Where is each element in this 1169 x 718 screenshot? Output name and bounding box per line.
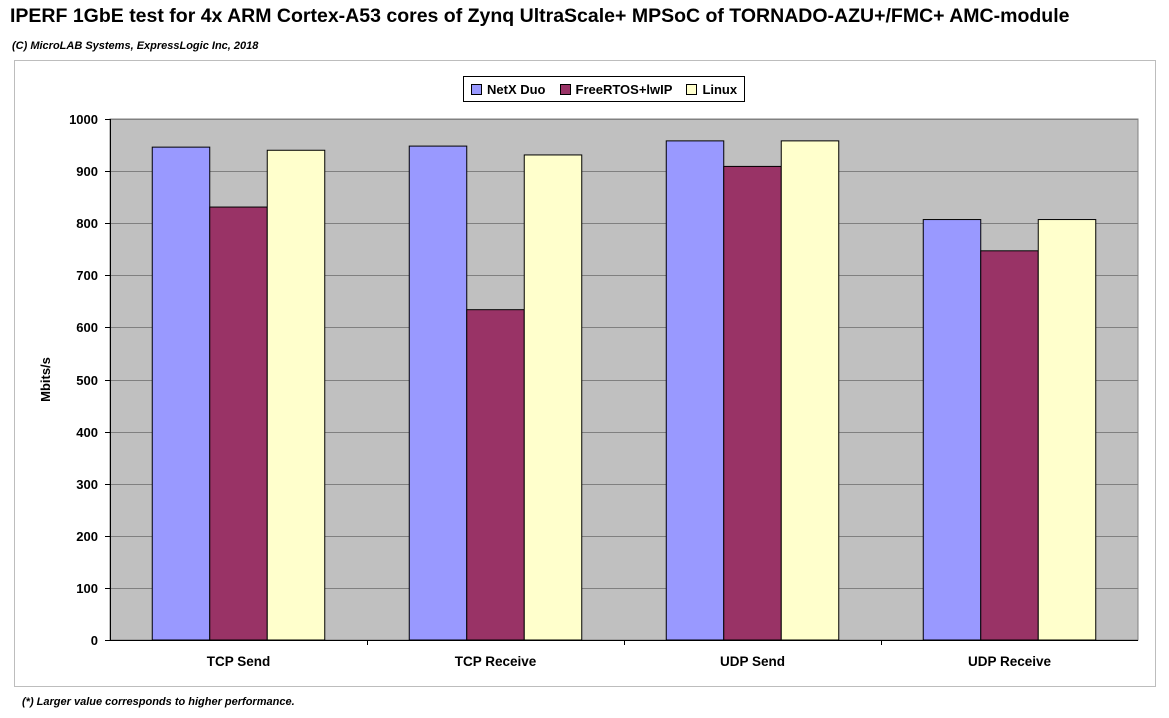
bar-freertos-lwip-tcp-receive — [466, 309, 525, 641]
x-tick-label: UDP Send — [720, 654, 785, 669]
legend-item-freertos-lwip: FreeRTOS+lwIP — [559, 81, 673, 97]
bar-freertos-lwip-tcp-send — [209, 206, 268, 641]
legend-item-netx-duo: NetX Duo — [471, 82, 546, 97]
y-tick-label: 700 — [76, 268, 98, 283]
chart-title: IPERF 1GbE test for 4x ARM Cortex-A53 co… — [10, 5, 1070, 27]
y-tick-label: 300 — [76, 477, 98, 492]
y-tick-label: 800 — [76, 216, 98, 231]
bar-netx-duo-tcp-send — [151, 146, 211, 641]
bar-netx-duo-udp-receive — [922, 219, 982, 641]
y-tick-label: 200 — [76, 529, 98, 544]
bar-linux-tcp-send — [266, 149, 326, 641]
x-tick-label: UDP Receive — [968, 654, 1052, 669]
legend: NetX Duo FreeRTOS+lwIP Linux — [463, 76, 746, 102]
footnote: (*) Larger value corresponds to higher p… — [22, 696, 295, 708]
bar-freertos-lwip-udp-receive — [980, 250, 1039, 641]
legend-label-linux: Linux — [702, 81, 738, 97]
y-tick-label: 600 — [76, 320, 98, 335]
legend-item-linux: Linux — [686, 82, 737, 97]
y-tick-label: 1000 — [69, 112, 98, 127]
y-tick-label: 100 — [76, 581, 98, 596]
legend-label-netx-duo: NetX Duo — [487, 81, 546, 97]
y-tick-label: 400 — [76, 425, 98, 440]
bar-netx-duo-udp-send — [665, 140, 725, 641]
legend-swatch-linux — [686, 83, 698, 95]
legend-swatch-netx-duo — [471, 83, 482, 95]
bar-linux-udp-send — [780, 140, 840, 641]
x-tick-label: TCP Receive — [455, 654, 537, 669]
y-tick-label: 0 — [91, 633, 98, 648]
bar-freertos-lwip-udp-send — [723, 165, 782, 641]
y-axis-label: Mbits/s — [38, 357, 53, 402]
y-tick-label: 500 — [76, 373, 98, 388]
legend-swatch-freertos-lwip — [559, 83, 571, 95]
legend-label-freertos-lwip: FreeRTOS+lwIP — [575, 81, 673, 97]
bar-linux-udp-receive — [1037, 219, 1097, 641]
chart-subtitle: (C) MicroLAB Systems, ExpressLogic Inc, … — [12, 40, 259, 52]
bar-netx-duo-tcp-receive — [408, 145, 468, 641]
x-tick-label: TCP Send — [207, 654, 271, 669]
bar-linux-tcp-receive — [523, 154, 583, 641]
y-tick-label: 900 — [76, 164, 98, 179]
